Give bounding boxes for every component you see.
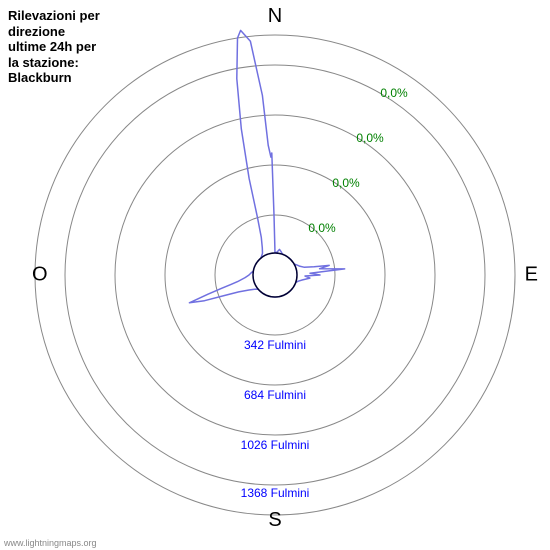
percent-label: 0,0% <box>308 221 335 235</box>
count-label: 1368 Fulmini <box>241 486 310 500</box>
percent-label: 0,0% <box>380 86 407 100</box>
attribution-text: www.lightningmaps.org <box>4 538 97 548</box>
cardinal-south: S <box>268 509 281 532</box>
chart-title: Rilevazioni per direzione ultime 24h per… <box>8 8 100 86</box>
cardinal-east: E <box>525 264 538 287</box>
cardinal-north: N <box>268 5 282 28</box>
count-label: 1026 Fulmini <box>241 438 310 452</box>
percent-label: 0,0% <box>356 131 383 145</box>
count-label: 684 Fulmini <box>244 388 306 402</box>
windrose-chart: Rilevazioni per direzione ultime 24h per… <box>0 0 550 550</box>
percent-label: 0,0% <box>332 176 359 190</box>
count-label: 342 Fulmini <box>244 338 306 352</box>
cardinal-west: O <box>32 264 48 287</box>
